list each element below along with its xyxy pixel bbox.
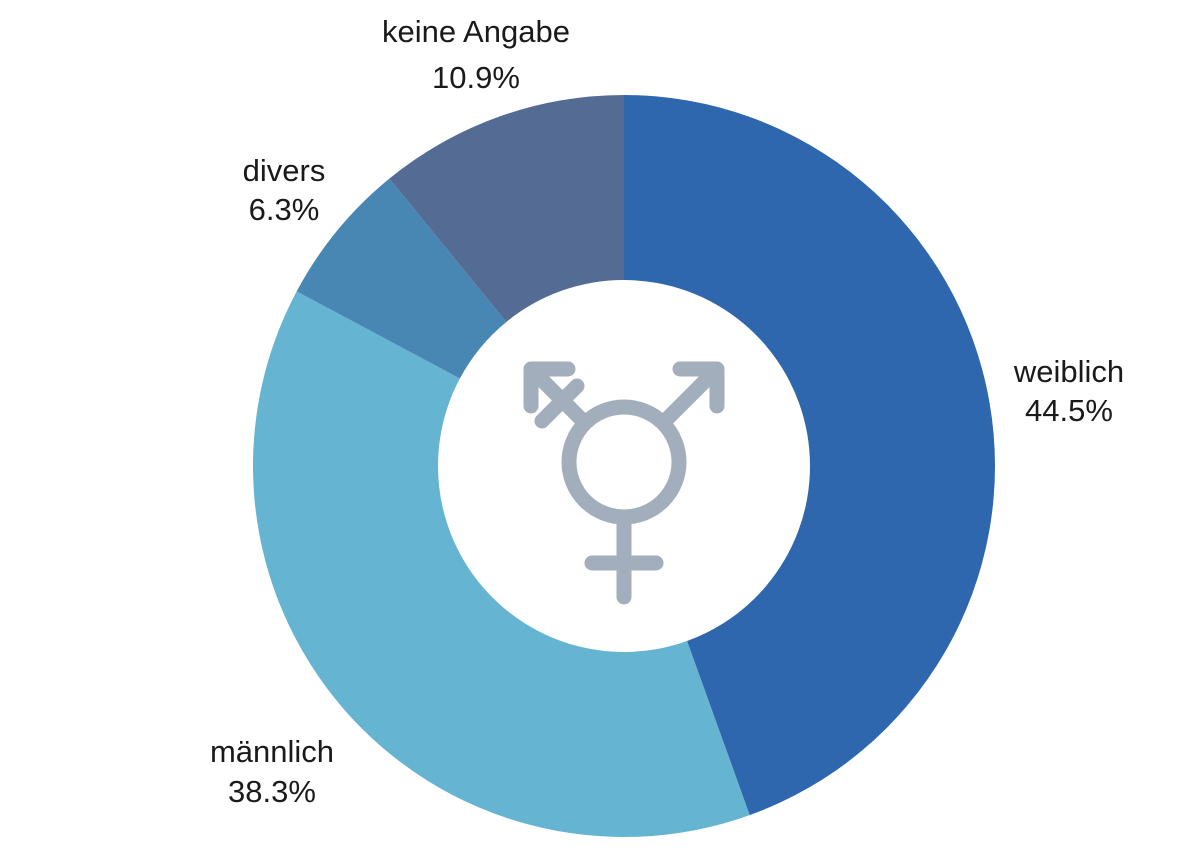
slice-label-weiblich: weiblich 44.5% bbox=[1013, 354, 1124, 428]
donut-slice-weiblich bbox=[624, 95, 995, 816]
slice-label-divers: divers 6.3% bbox=[243, 153, 326, 227]
donut-slice-divers bbox=[296, 178, 507, 379]
transgender-symbol-icon bbox=[523, 361, 725, 605]
slice-name: keine Angabe bbox=[382, 14, 570, 49]
slice-value: 10.9% bbox=[432, 60, 520, 95]
slice-name: weiblich bbox=[1013, 354, 1124, 389]
slice-name: divers bbox=[243, 153, 326, 188]
donut-slice-keine-angabe bbox=[389, 95, 624, 322]
slice-label-maennlich: männlich 38.3% bbox=[210, 734, 334, 809]
slice-value: 44.5% bbox=[1025, 393, 1113, 428]
slice-value: 38.3% bbox=[228, 774, 316, 809]
donut-slices bbox=[253, 95, 995, 837]
donut-slice-männlich bbox=[253, 291, 750, 837]
slice-label-keine-angabe: keine Angabe 10.9% bbox=[382, 14, 570, 95]
slice-value: 6.3% bbox=[249, 192, 320, 227]
slice-name: männlich bbox=[210, 734, 334, 769]
